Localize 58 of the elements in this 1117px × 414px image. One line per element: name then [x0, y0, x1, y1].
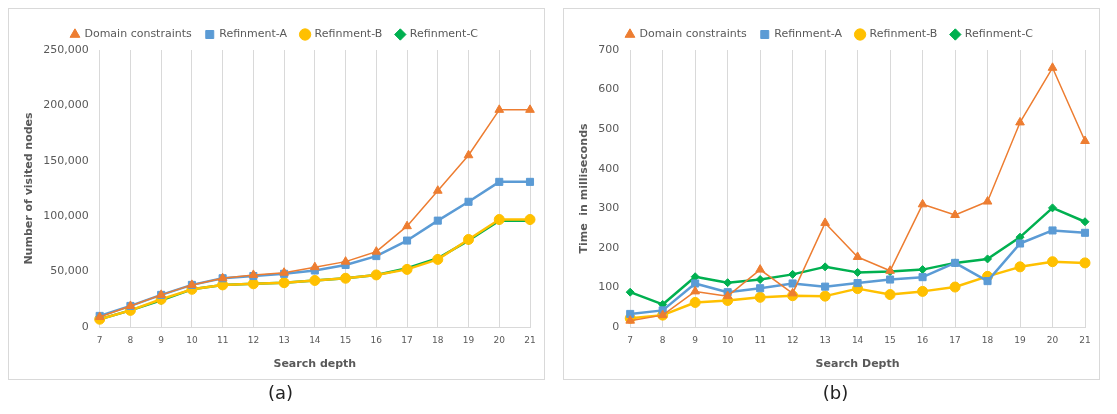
x-tick-label: 15 [339, 334, 352, 345]
x-tick-label: 14 [309, 334, 321, 345]
y-tick-label: 400 [598, 161, 620, 175]
x-tick-label: 12 [247, 334, 260, 345]
x-tick-label: 10 [721, 334, 734, 345]
x-tick-label: 21 [1079, 334, 1091, 345]
legend-label: Refinment-C [409, 27, 479, 41]
x-tick-label: 7 [627, 334, 634, 345]
y-tick-label: 250,000 [43, 42, 89, 56]
legend-label: Refinment-A [774, 27, 843, 41]
x-tick-label: 11 [216, 334, 229, 345]
x-tick-label: 20 [1046, 334, 1059, 345]
x-tick-label: 11 [754, 334, 766, 345]
x-tick-label: 14 [851, 334, 864, 345]
legend-label: Refinment-B [314, 27, 383, 41]
x-tick-label: 16 [916, 334, 929, 345]
x-tick-label: 18 [432, 334, 444, 345]
y-tick-label: 100 [598, 280, 620, 294]
y-tick-label: 700 [598, 42, 620, 56]
y-tick-label: 200 [598, 240, 620, 254]
x-tick-label: 17 [949, 334, 961, 345]
x-axis-title: Search depth [273, 357, 357, 371]
x-axis-title: Search Depth [815, 357, 900, 371]
x-tick-label: 10 [186, 334, 198, 345]
y-tick-label: 500 [598, 122, 620, 135]
legend-label: Refinment-C [964, 27, 1034, 41]
x-tick-label: 18 [981, 334, 994, 345]
y-tick-label: 100,000 [43, 209, 89, 223]
legend-label: Domain constraints [639, 27, 748, 41]
x-tick-label: 21 [524, 334, 536, 345]
x-tick-label: 9 [692, 334, 699, 345]
y-tick-label: 50,000 [50, 264, 89, 278]
x-tick-label: 8 [659, 334, 666, 345]
x-tick-label: 19 [462, 334, 475, 345]
x-tick-label: 12 [786, 334, 799, 345]
x-tick-label: 17 [401, 334, 413, 345]
y-tick-label: 300 [598, 201, 620, 215]
y-tick-label: 150,000 [43, 153, 89, 167]
x-tick-label: 13 [278, 334, 290, 345]
y-tick-label: 0 [612, 319, 620, 333]
legend-label: Domain constraints [84, 27, 193, 41]
x-tick-label: 8 [127, 334, 134, 345]
text: (b) [821, 382, 850, 403]
y-tick-label: 200,000 [43, 98, 89, 112]
x-tick-label: 13 [819, 334, 831, 345]
x-tick-label: 15 [884, 334, 896, 345]
y-tick-label: 600 [598, 82, 620, 96]
y-tick-label: 0 [81, 319, 89, 333]
x-tick-label: 16 [370, 334, 383, 345]
x-tick-label: 19 [1014, 334, 1027, 345]
legend-label: Refinment-A [219, 27, 288, 41]
text: (a) [266, 382, 295, 403]
x-tick-label: 7 [96, 334, 103, 345]
y-axis-title: Time in milliseconds [577, 122, 591, 254]
x-tick-label: 20 [493, 334, 506, 345]
legend-label: Refinment-B [869, 27, 938, 41]
y-axis-title: Number of visited nodes [22, 111, 36, 265]
x-tick-label: 9 [158, 334, 165, 345]
